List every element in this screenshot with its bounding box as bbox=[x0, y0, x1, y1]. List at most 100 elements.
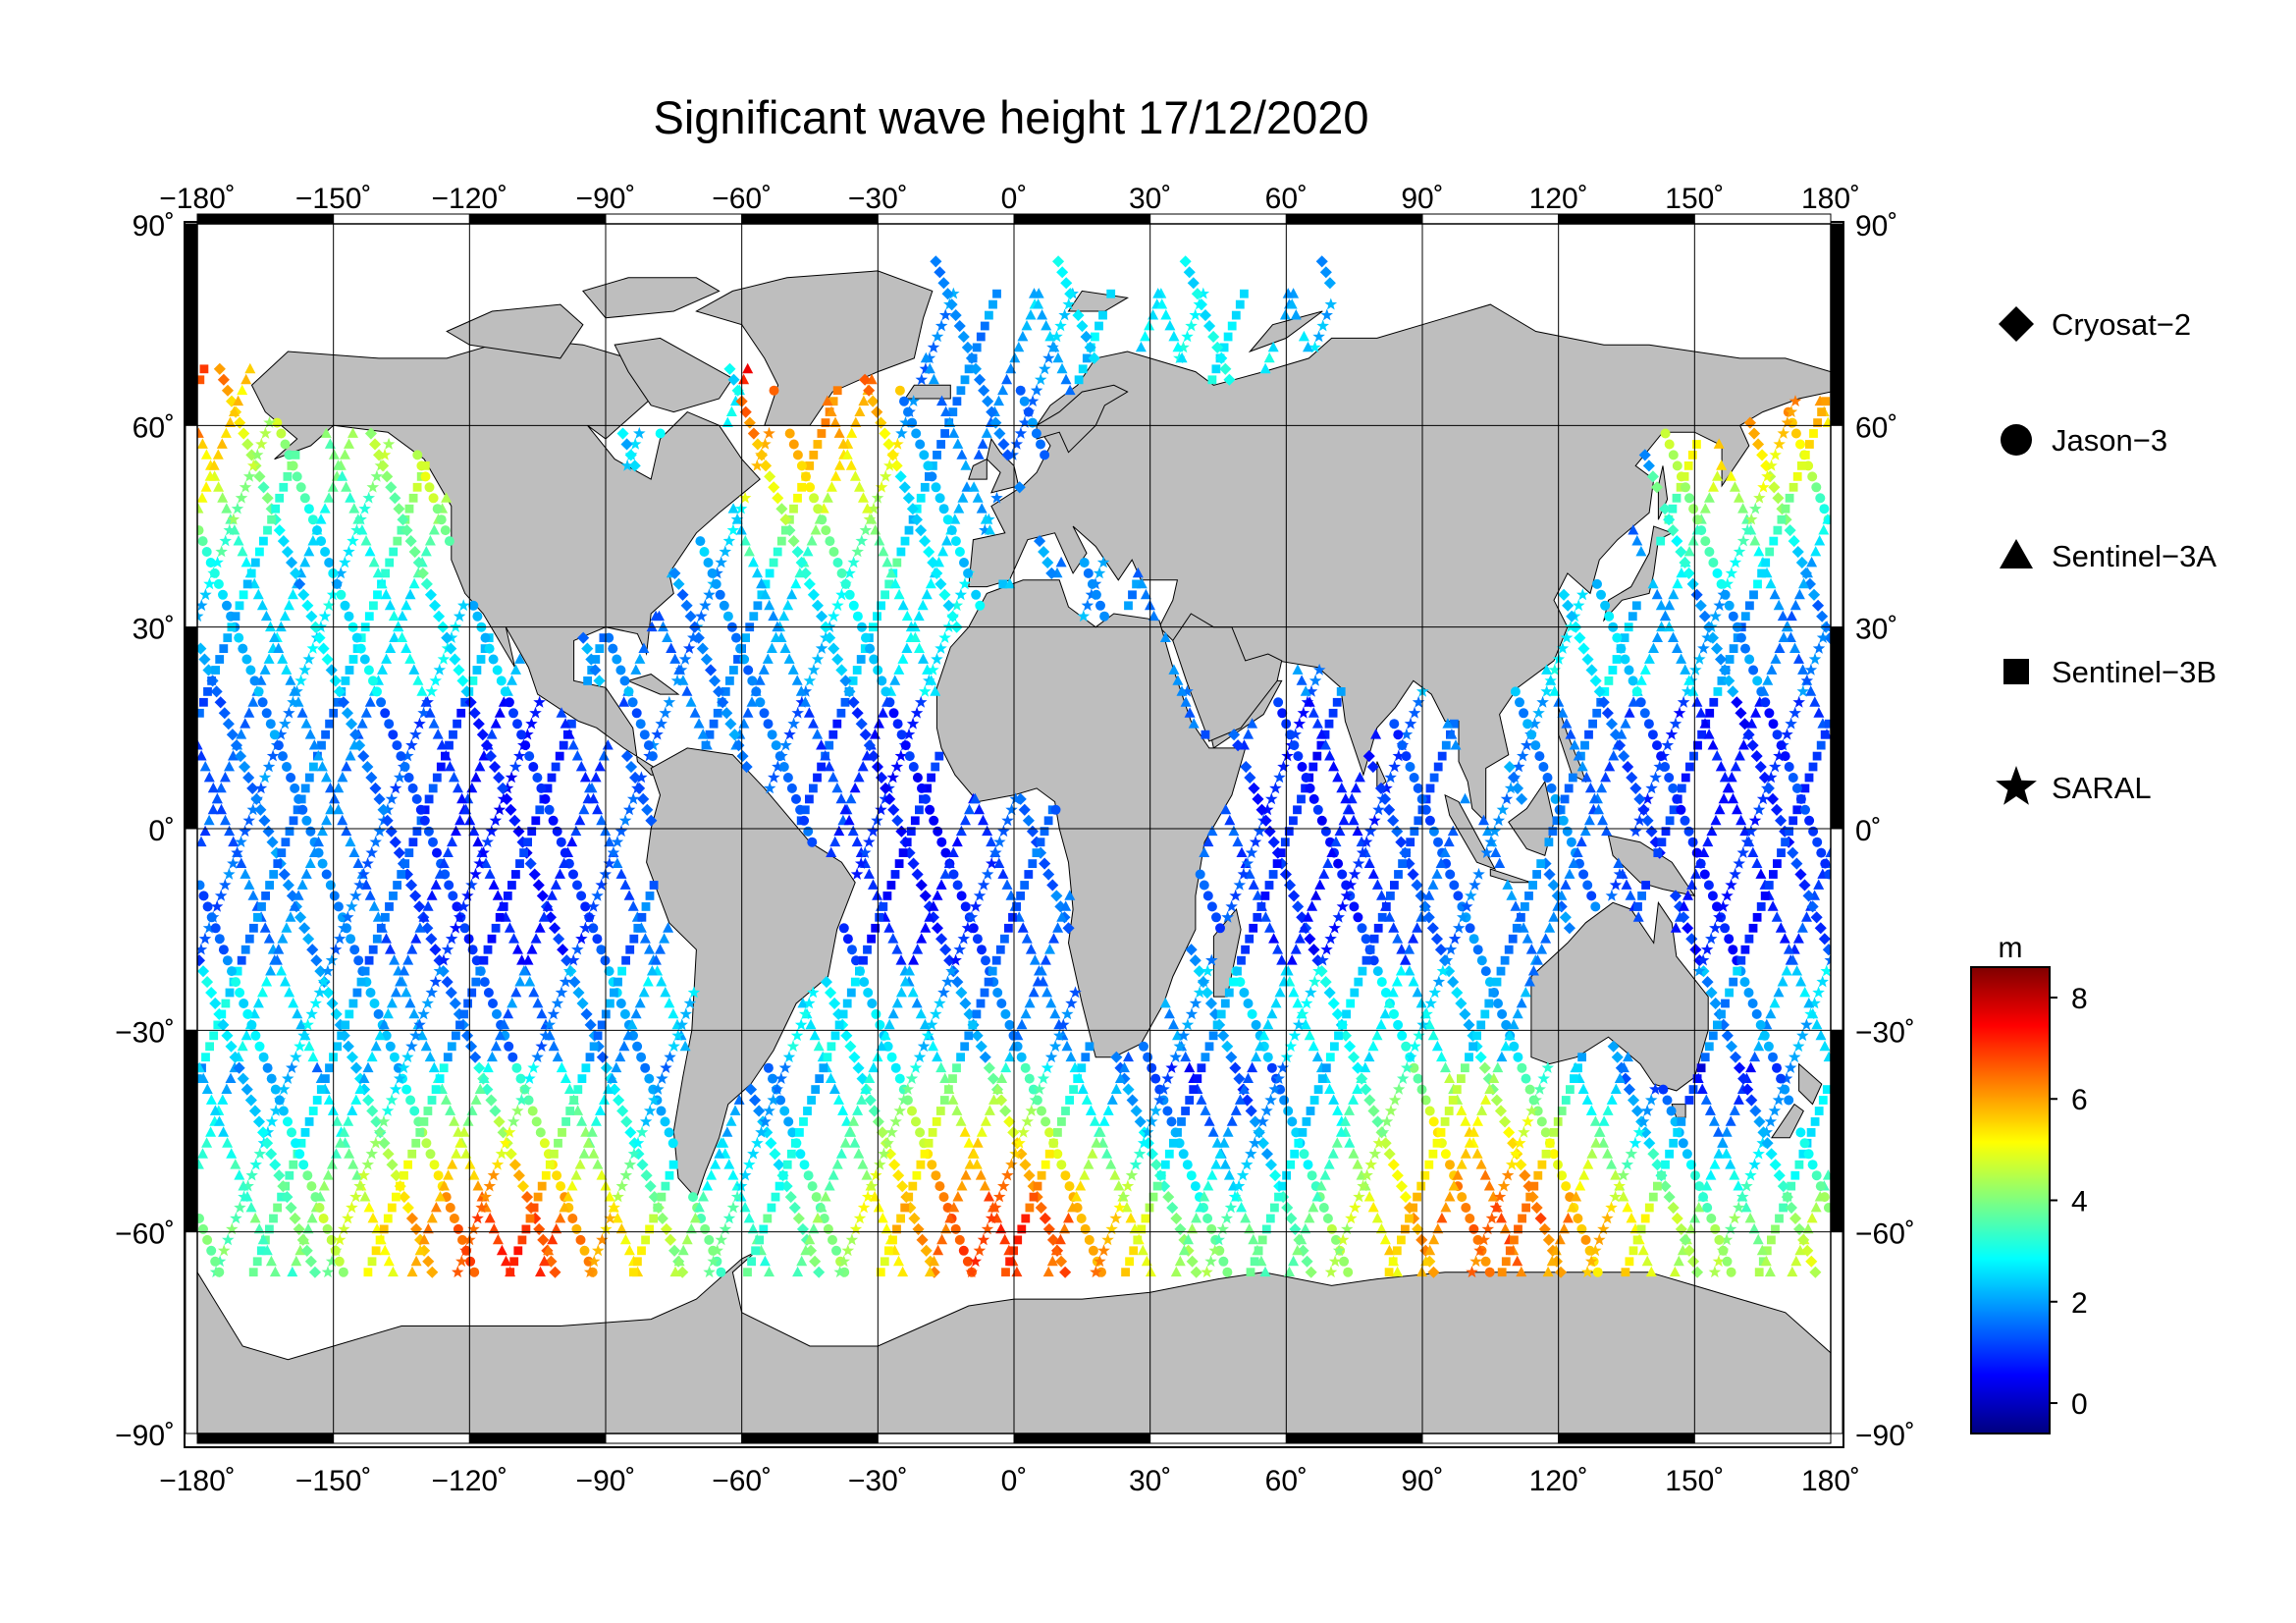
track-marker bbox=[265, 621, 276, 632]
track-marker bbox=[1721, 1148, 1733, 1159]
track-marker bbox=[1399, 1191, 1412, 1204]
track-marker bbox=[338, 1222, 350, 1235]
track-marker bbox=[1232, 1179, 1246, 1192]
track-marker bbox=[1000, 934, 1009, 944]
track-marker bbox=[769, 1148, 781, 1161]
track-marker bbox=[907, 987, 919, 998]
track-marker bbox=[825, 1072, 836, 1083]
track-marker bbox=[1301, 1255, 1313, 1268]
track-marker bbox=[585, 1053, 595, 1062]
track-marker bbox=[245, 1168, 258, 1181]
land-iceland bbox=[904, 384, 951, 400]
track-marker bbox=[1766, 664, 1778, 675]
track-marker bbox=[424, 482, 435, 493]
track-marker bbox=[500, 686, 510, 697]
track-marker bbox=[1095, 1126, 1106, 1137]
track-marker bbox=[1315, 255, 1328, 268]
track-marker bbox=[406, 944, 418, 954]
track-marker bbox=[648, 1093, 661, 1106]
track-marker bbox=[1676, 804, 1686, 815]
track-marker bbox=[854, 857, 868, 869]
track-marker bbox=[960, 901, 971, 912]
track-marker bbox=[1674, 911, 1685, 922]
track-marker bbox=[408, 1007, 420, 1019]
track-marker bbox=[1228, 825, 1240, 837]
track-marker bbox=[467, 988, 477, 998]
track-marker bbox=[1769, 588, 1781, 600]
track-marker bbox=[220, 427, 232, 438]
track-marker bbox=[743, 1212, 755, 1223]
track-marker bbox=[1733, 1094, 1744, 1105]
track-marker bbox=[1819, 1040, 1831, 1052]
track-marker bbox=[312, 525, 322, 536]
track-marker bbox=[349, 889, 362, 901]
track-marker bbox=[543, 784, 553, 793]
track-marker bbox=[1475, 1159, 1487, 1169]
track-marker bbox=[968, 1020, 978, 1030]
track-marker bbox=[1265, 1214, 1275, 1223]
land-scandinavia bbox=[1036, 384, 1129, 454]
track-marker bbox=[1324, 298, 1338, 310]
track-marker bbox=[1493, 1190, 1507, 1203]
track-marker bbox=[1680, 664, 1691, 675]
track-marker bbox=[949, 953, 962, 966]
track-marker bbox=[1260, 1104, 1273, 1116]
track-marker bbox=[246, 803, 259, 816]
track-marker bbox=[1207, 1126, 1219, 1137]
track-marker bbox=[1820, 730, 1830, 739]
track-marker bbox=[447, 836, 457, 847]
land-canada-isles bbox=[446, 303, 584, 359]
track-marker bbox=[280, 439, 291, 450]
track-marker bbox=[851, 836, 863, 847]
track-marker bbox=[1723, 782, 1735, 793]
x-tick-bottom: 90˚ bbox=[1401, 1465, 1443, 1497]
track-marker bbox=[948, 407, 958, 416]
track-marker bbox=[1292, 1244, 1304, 1256]
track-marker bbox=[344, 1148, 355, 1159]
track-marker bbox=[961, 481, 973, 492]
track-marker bbox=[1181, 684, 1194, 697]
track-marker bbox=[1205, 953, 1218, 966]
track-marker bbox=[1290, 944, 1302, 954]
track-marker bbox=[1226, 1115, 1238, 1126]
track-marker bbox=[843, 814, 855, 826]
track-marker bbox=[980, 514, 991, 524]
track-marker bbox=[437, 652, 451, 665]
track-marker bbox=[895, 954, 907, 965]
track-marker bbox=[239, 590, 248, 600]
track-marker bbox=[882, 438, 895, 451]
track-marker bbox=[773, 547, 782, 557]
track-marker bbox=[1770, 653, 1782, 664]
track-marker bbox=[580, 901, 591, 912]
track-marker bbox=[1240, 289, 1249, 298]
track-marker bbox=[1248, 1233, 1259, 1245]
track-marker bbox=[306, 642, 319, 654]
track-marker bbox=[1218, 1256, 1229, 1267]
track-marker bbox=[912, 773, 923, 783]
track-marker bbox=[584, 1018, 597, 1031]
track-marker bbox=[1709, 610, 1722, 622]
track-marker bbox=[217, 1094, 229, 1105]
track-marker bbox=[1190, 1181, 1201, 1192]
track-marker bbox=[1440, 1117, 1450, 1126]
track-marker bbox=[1474, 1051, 1487, 1063]
track-marker bbox=[1581, 1094, 1593, 1105]
track-marker bbox=[1622, 761, 1634, 774]
track-marker bbox=[1544, 838, 1554, 847]
track-marker bbox=[1548, 827, 1558, 837]
track-marker bbox=[986, 857, 998, 869]
track-marker bbox=[1105, 1222, 1118, 1235]
track-marker bbox=[1606, 1159, 1618, 1169]
track-marker bbox=[1311, 1191, 1323, 1202]
track-marker bbox=[996, 999, 1007, 1008]
track-marker bbox=[229, 406, 240, 416]
track-marker bbox=[1284, 1040, 1298, 1053]
track-marker bbox=[1389, 719, 1400, 730]
track-marker bbox=[373, 590, 382, 600]
track-marker bbox=[404, 588, 416, 600]
track-marker bbox=[1064, 1181, 1075, 1192]
track-marker bbox=[743, 1268, 752, 1277]
track-marker bbox=[895, 825, 908, 838]
track-marker bbox=[629, 1268, 638, 1277]
track-marker bbox=[1197, 287, 1210, 299]
